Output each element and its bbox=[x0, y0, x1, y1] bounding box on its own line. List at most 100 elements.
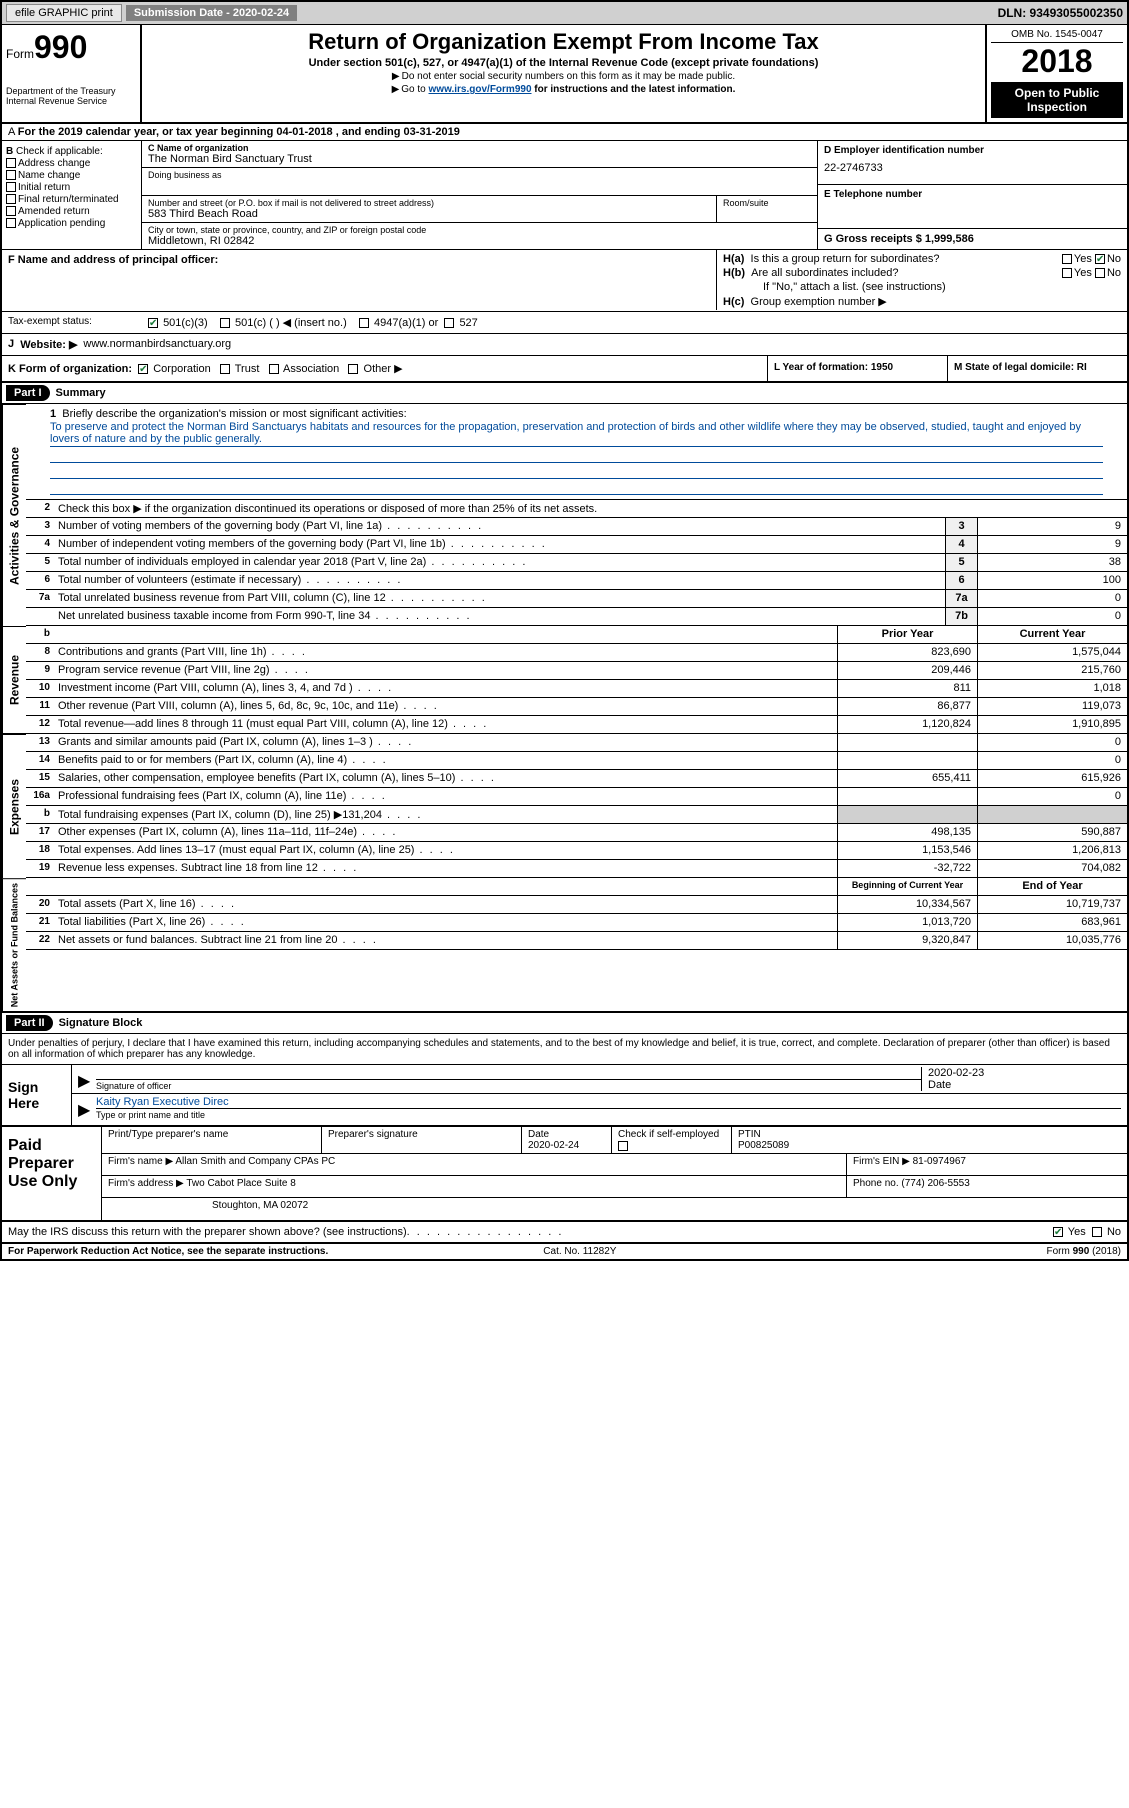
top-bar: efile GRAPHIC print Submission Date - 20… bbox=[2, 2, 1127, 25]
sig-date-label: Date bbox=[928, 1079, 1121, 1091]
hb-no[interactable] bbox=[1095, 268, 1105, 278]
sig-name-val: Kaity Ryan Executive Direc bbox=[96, 1096, 1121, 1108]
sig-name-label: Type or print name and title bbox=[96, 1108, 1121, 1120]
cb-association[interactable] bbox=[269, 364, 279, 374]
city-label: City or town, state or province, country… bbox=[148, 225, 811, 235]
state-domicile: M State of legal domicile: RI bbox=[947, 356, 1127, 381]
form-link[interactable]: www.irs.gov/Form990 bbox=[429, 84, 532, 95]
sig-intro: Under penalties of perjury, I declare th… bbox=[2, 1034, 1127, 1065]
form-note-ssn: Do not enter social security numbers on … bbox=[402, 71, 735, 82]
sig-arrow-icon: ▶ bbox=[78, 1071, 96, 1091]
cb-address-change[interactable] bbox=[6, 158, 16, 168]
cb-final-return[interactable] bbox=[6, 194, 16, 204]
cb-501c[interactable] bbox=[220, 318, 230, 328]
beg-year-hdr: Beginning of Current Year bbox=[837, 878, 977, 895]
cb-initial-return[interactable] bbox=[6, 182, 16, 192]
cb-501c3[interactable] bbox=[148, 318, 158, 328]
dept-irs: Internal Revenue Service bbox=[6, 96, 136, 106]
ein-value: 22-2746733 bbox=[824, 156, 1121, 180]
prep-name-label: Print/Type preparer's name bbox=[102, 1127, 322, 1153]
ha-text: Is this a group return for subordinates? bbox=[751, 253, 940, 265]
form-number: 990 bbox=[34, 29, 87, 65]
year-formation: L Year of formation: 1950 bbox=[767, 356, 947, 381]
end-year-hdr: End of Year bbox=[977, 878, 1127, 895]
cb-other[interactable] bbox=[348, 364, 358, 374]
submission-date-badge: Submission Date - 2020-02-24 bbox=[126, 5, 297, 21]
ha-yes[interactable] bbox=[1062, 254, 1072, 264]
firm-name: Firm's name ▶ Allan Smith and Company CP… bbox=[102, 1154, 847, 1175]
side-net: Net Assets or Fund Balances bbox=[2, 878, 26, 1011]
form-word: Form bbox=[6, 47, 34, 61]
ha-no[interactable] bbox=[1095, 254, 1105, 264]
phone-label: E Telephone number bbox=[824, 189, 1121, 200]
part2-header: Part II bbox=[6, 1015, 53, 1031]
side-exp: Expenses bbox=[2, 734, 26, 878]
efile-print-button[interactable]: efile GRAPHIC print bbox=[6, 4, 122, 22]
cb-4947[interactable] bbox=[359, 318, 369, 328]
mission-text: To preserve and protect the Norman Bird … bbox=[50, 420, 1103, 447]
part2-title: Signature Block bbox=[53, 1017, 143, 1029]
form-subtitle: Under section 501(c), 527, or 4947(a)(1)… bbox=[148, 57, 979, 69]
footer-left: For Paperwork Reduction Act Notice, see … bbox=[8, 1246, 328, 1257]
hb-yes[interactable] bbox=[1062, 268, 1072, 278]
form-org-label: K Form of organization: bbox=[8, 363, 132, 375]
mission-label: Briefly describe the organization's miss… bbox=[62, 408, 406, 420]
line2-text: Check this box ▶ if the organization dis… bbox=[54, 500, 1127, 517]
officer-label: F Name and address of principal officer: bbox=[8, 254, 218, 266]
firm-city: Stoughton, MA 02072 bbox=[102, 1198, 1127, 1220]
tax-exempt-label: Tax-exempt status: bbox=[2, 312, 142, 333]
dln-label: DLN: 93493055002350 bbox=[998, 6, 1123, 20]
form-note-goto-b: for instructions and the latest informat… bbox=[532, 84, 736, 95]
public-inspection-badge: Open to Public Inspection bbox=[991, 82, 1123, 118]
current-year-hdr: Current Year bbox=[977, 626, 1127, 643]
sig-arrow-icon-2: ▶ bbox=[78, 1100, 96, 1120]
firm-ein: Firm's EIN ▶ 81-0974967 bbox=[847, 1154, 1127, 1175]
hb-text: Are all subordinates included? bbox=[751, 267, 898, 279]
paid-preparer-label: Paid Preparer Use Only bbox=[2, 1127, 102, 1220]
form-header: Form990 Department of the Treasury Inter… bbox=[2, 25, 1127, 124]
footer-cat: Cat. No. 11282Y bbox=[543, 1246, 616, 1257]
irs-discuss-yes[interactable] bbox=[1053, 1227, 1063, 1237]
website-label: Website: ▶ bbox=[20, 338, 77, 351]
dba-label: Doing business as bbox=[148, 170, 811, 180]
sig-officer-label: Signature of officer bbox=[96, 1079, 921, 1091]
form-title: Return of Organization Exempt From Incom… bbox=[148, 29, 979, 55]
cb-amended-return[interactable] bbox=[6, 206, 16, 216]
sign-here-label: Sign Here bbox=[2, 1065, 72, 1125]
addr-value: 583 Third Beach Road bbox=[148, 208, 710, 220]
ein-label: D Employer identification number bbox=[824, 145, 1121, 156]
sig-date-val: 2020-02-23 bbox=[928, 1067, 1121, 1079]
irs-discuss-no[interactable] bbox=[1092, 1227, 1102, 1237]
gross-receipts: G Gross receipts $ 1,999,586 bbox=[824, 233, 974, 245]
addr-label: Number and street (or P.O. box if mail i… bbox=[148, 198, 710, 208]
cb-527[interactable] bbox=[444, 318, 454, 328]
cb-name-change[interactable] bbox=[6, 170, 16, 180]
part1-header: Part I bbox=[6, 385, 50, 401]
room-suite-label: Room/suite bbox=[717, 196, 817, 222]
footer-form: Form 990 (2018) bbox=[1047, 1246, 1121, 1257]
cb-corporation[interactable] bbox=[138, 364, 148, 374]
check-applicable-col: B Check if applicable: Address change Na… bbox=[2, 141, 142, 249]
firm-phone: Phone no. (774) 206-5553 bbox=[847, 1176, 1127, 1197]
cb-app-pending[interactable] bbox=[6, 218, 16, 228]
cb-trust[interactable] bbox=[220, 364, 230, 374]
part1-title: Summary bbox=[50, 387, 106, 399]
hc-text: Group exemption number ▶ bbox=[751, 295, 887, 308]
city-value: Middletown, RI 02842 bbox=[148, 235, 811, 247]
tax-year: 2018 bbox=[991, 43, 1123, 80]
prior-year-hdr: Prior Year bbox=[837, 626, 977, 643]
prep-sig-label: Preparer's signature bbox=[322, 1127, 522, 1153]
side-gov: Activities & Governance bbox=[2, 404, 26, 626]
line-a-period: A For the 2019 calendar year, or tax yea… bbox=[2, 124, 1127, 141]
firm-addr: Firm's address ▶ Two Cabot Place Suite 8 bbox=[102, 1176, 847, 1197]
hb-note: If "No," attach a list. (see instruction… bbox=[763, 281, 946, 293]
org-name-value: The Norman Bird Sanctuary Trust bbox=[148, 153, 811, 165]
org-name-label: C Name of organization bbox=[148, 143, 811, 153]
irs-discuss-q: May the IRS discuss this return with the… bbox=[8, 1226, 407, 1238]
form-note-goto-a: Go to bbox=[401, 84, 428, 95]
cb-self-employed[interactable] bbox=[618, 1141, 628, 1151]
side-rev: Revenue bbox=[2, 626, 26, 734]
omb-number: OMB No. 1545-0047 bbox=[991, 29, 1123, 43]
website-value: www.normanbirdsanctuary.org bbox=[83, 338, 231, 351]
dept-treasury: Department of the Treasury bbox=[6, 86, 136, 96]
